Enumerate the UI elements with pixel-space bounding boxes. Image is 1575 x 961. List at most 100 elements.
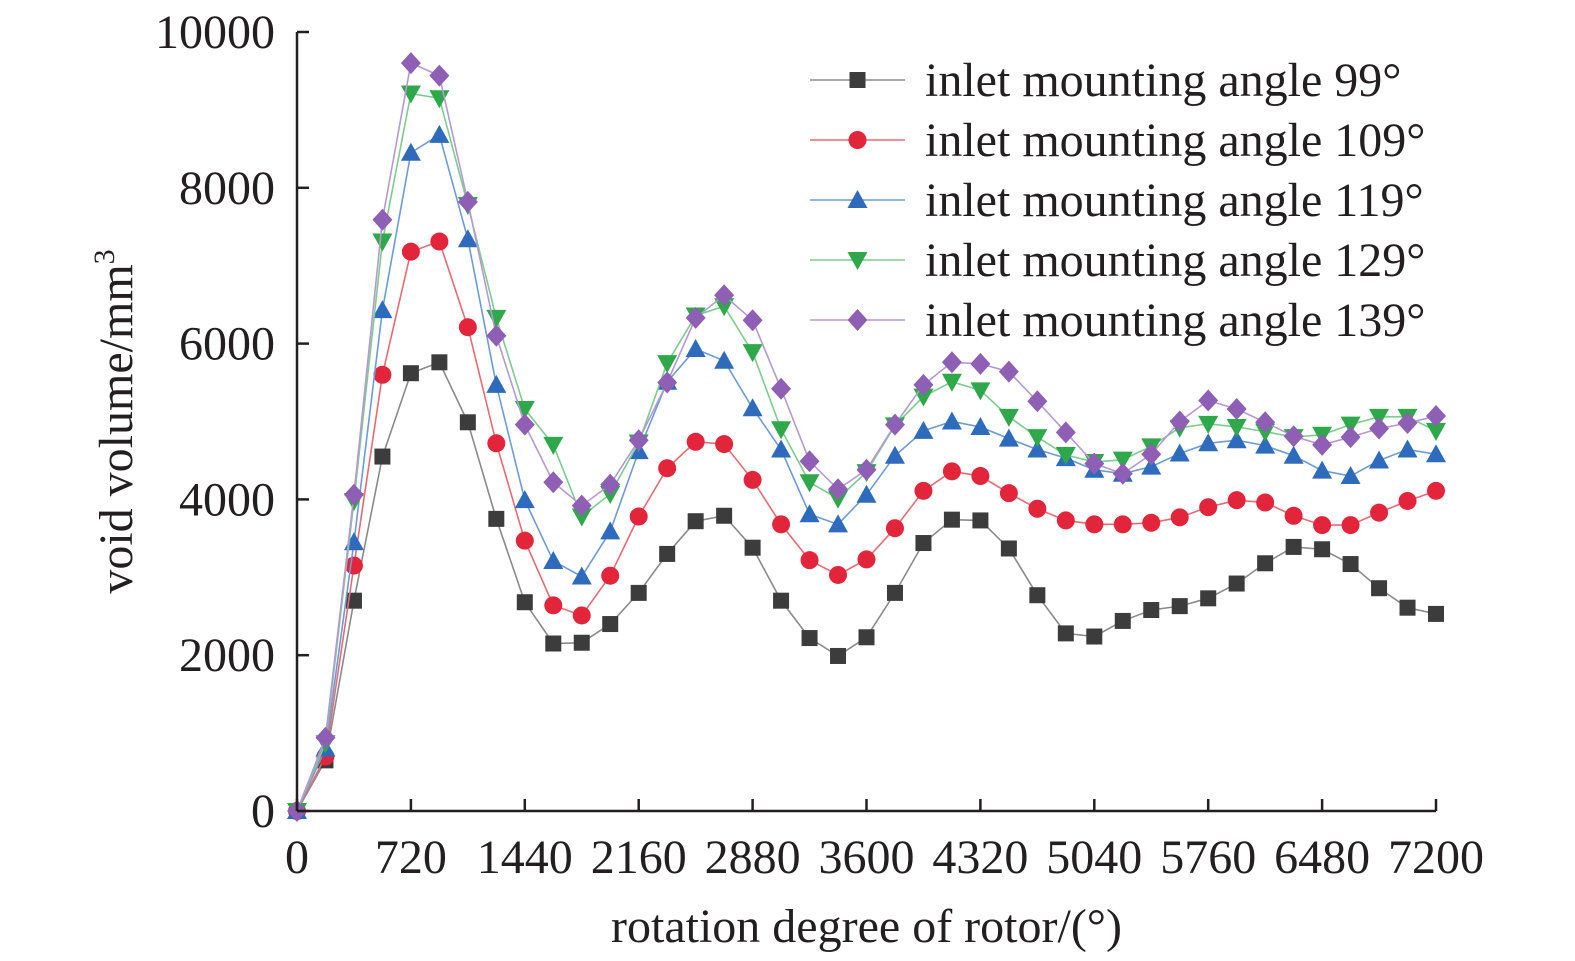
- data-point: [1426, 444, 1446, 463]
- legend: inlet mounting angle 99° inlet mounting a…: [810, 54, 1425, 347]
- data-point: [431, 354, 448, 371]
- data-point: [1341, 516, 1360, 535]
- data-point: [799, 504, 820, 523]
- data-point: [856, 484, 877, 503]
- data-point: [488, 510, 505, 527]
- data-point: [1369, 417, 1390, 440]
- data-point: [1198, 389, 1219, 412]
- data-point: [1112, 462, 1133, 485]
- data-point: [799, 450, 820, 473]
- data-point: [1027, 439, 1048, 458]
- data-point: [1426, 405, 1446, 428]
- data-point: [1397, 439, 1418, 458]
- data-point: [714, 284, 735, 307]
- data-point: [716, 507, 733, 524]
- data-point: [545, 635, 562, 652]
- data-point: [430, 232, 449, 251]
- data-point: [1285, 538, 1302, 555]
- data-point: [886, 584, 903, 601]
- legend-marker: [847, 252, 868, 270]
- data-point: [1226, 430, 1247, 449]
- data-point: [429, 124, 450, 143]
- data-point: [1427, 481, 1445, 500]
- data-point: [744, 539, 761, 556]
- legend-label: inlet mounting angle 109°: [925, 114, 1425, 167]
- data-point: [941, 411, 962, 430]
- data-point: [1198, 433, 1219, 452]
- data-point: [1226, 398, 1247, 421]
- data-point: [1199, 498, 1218, 517]
- data-point: [1370, 503, 1389, 522]
- x-tick-label: 3600: [819, 831, 915, 884]
- data-point: [771, 439, 792, 458]
- y-tick-label: 2000: [179, 629, 275, 682]
- data-point: [372, 208, 393, 231]
- data-point: [630, 584, 647, 601]
- data-point: [941, 373, 962, 392]
- data-point: [1141, 443, 1162, 466]
- data-point: [687, 513, 704, 530]
- data-point: [1113, 515, 1132, 534]
- data-point: [914, 481, 933, 500]
- legend-item: inlet mounting angle 119°: [810, 174, 1424, 227]
- y-tick-label: 0: [251, 785, 275, 838]
- legend-item: inlet mounting angle 109°: [810, 114, 1425, 167]
- data-point: [884, 445, 905, 464]
- legend-item: inlet mounting angle 129°: [810, 234, 1425, 287]
- data-point: [884, 413, 905, 436]
- data-point: [487, 434, 506, 453]
- data-point: [1169, 410, 1190, 433]
- data-point: [1057, 625, 1074, 642]
- data-point: [1426, 422, 1446, 441]
- data-point: [602, 616, 619, 633]
- data-point: [1171, 598, 1188, 615]
- x-axis-title: rotation degree of rotor/(°): [611, 900, 1122, 953]
- data-point: [1340, 466, 1361, 485]
- data-point: [771, 421, 792, 440]
- data-point: [515, 531, 534, 550]
- data-point: [457, 229, 478, 248]
- data-point: [742, 309, 763, 332]
- data-point: [999, 484, 1018, 503]
- data-point: [402, 365, 419, 382]
- data-point: [1255, 411, 1276, 434]
- data-point: [629, 507, 648, 526]
- data-point: [830, 647, 847, 664]
- data-point: [657, 355, 678, 374]
- x-tick-label: 2160: [591, 831, 687, 884]
- data-point: [1227, 491, 1246, 510]
- data-point: [571, 566, 592, 585]
- data-point: [970, 382, 991, 401]
- legend-label: inlet mounting angle 119°: [925, 174, 1424, 227]
- x-tick-label: 5760: [1160, 831, 1256, 884]
- data-point: [972, 512, 989, 529]
- x-tick-label: 0: [285, 831, 309, 884]
- data-point: [1226, 418, 1247, 437]
- data-point: [743, 470, 762, 489]
- data-point: [857, 550, 876, 569]
- ticks-layer: 0 2000 4000 6000 8000 10000 0 720 1440 2160 2880 36…: [155, 6, 1484, 884]
- data-point: [801, 630, 818, 647]
- data-point: [457, 190, 478, 213]
- data-point: [1398, 491, 1417, 510]
- data-point: [601, 566, 620, 585]
- data-point: [1027, 390, 1048, 413]
- data-point: [372, 233, 393, 252]
- data-point: [543, 471, 564, 494]
- y-axis-title-superscript: 3: [88, 249, 121, 264]
- data-point: [458, 318, 477, 337]
- data-point: [1257, 555, 1274, 572]
- data-point: [828, 478, 849, 501]
- data-point: [400, 52, 421, 75]
- data-point: [858, 629, 875, 646]
- data-point: [573, 634, 590, 651]
- x-tick-label: 1440: [477, 831, 573, 884]
- legend-marker: [847, 309, 868, 331]
- data-point: [771, 377, 792, 400]
- data-point: [1027, 429, 1048, 448]
- y-tick-label: 4000: [179, 473, 275, 526]
- data-point: [516, 594, 533, 611]
- x-tick-label: 6480: [1274, 831, 1370, 884]
